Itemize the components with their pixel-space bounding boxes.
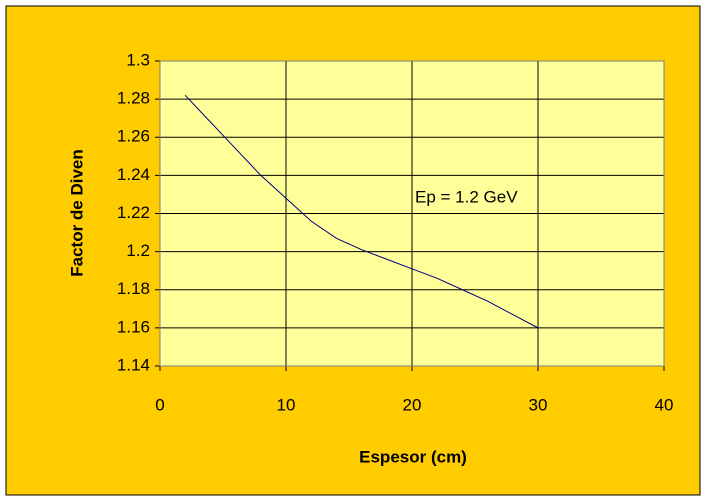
x-tick-label: 0: [155, 395, 164, 414]
y-tick-label: 1.24: [117, 165, 150, 184]
x-tick-label: 20: [403, 395, 422, 414]
plot-border: [159, 60, 665, 367]
x-axis-label: Espesor (cm): [359, 447, 467, 466]
x-tick-label: 30: [529, 395, 548, 414]
y-tick-label: 1.2: [126, 241, 150, 260]
y-tick-label: 1.14: [117, 355, 150, 374]
y-tick-label: 1.28: [117, 89, 150, 108]
y-axis-label: Factor de Diven: [67, 149, 86, 277]
y-tick-label: 1.16: [117, 317, 150, 336]
y-tick-label: 1.22: [117, 203, 150, 222]
x-tick-label: 40: [655, 395, 674, 414]
data-line: [184, 94, 539, 329]
y-tick-label: 1.18: [117, 279, 150, 298]
y-tick-label: 1.3: [126, 50, 150, 69]
y-tick-label: 1.26: [117, 127, 150, 146]
x-tick-label: 10: [277, 395, 296, 414]
annotation: Ep = 1.2 GeV: [415, 187, 518, 206]
